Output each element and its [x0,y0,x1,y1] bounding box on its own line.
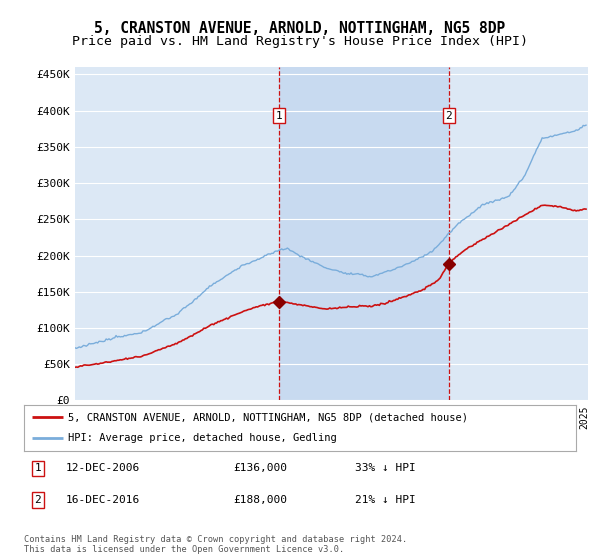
Text: 33% ↓ HPI: 33% ↓ HPI [355,464,416,473]
Text: 21% ↓ HPI: 21% ↓ HPI [355,495,416,505]
Text: £188,000: £188,000 [234,495,288,505]
Text: Price paid vs. HM Land Registry's House Price Index (HPI): Price paid vs. HM Land Registry's House … [72,35,528,48]
Text: Contains HM Land Registry data © Crown copyright and database right 2024.
This d: Contains HM Land Registry data © Crown c… [24,535,407,554]
Text: 1: 1 [34,464,41,473]
Text: 12-DEC-2006: 12-DEC-2006 [65,464,140,473]
Text: HPI: Average price, detached house, Gedling: HPI: Average price, detached house, Gedl… [68,433,337,444]
Text: £136,000: £136,000 [234,464,288,473]
Text: 5, CRANSTON AVENUE, ARNOLD, NOTTINGHAM, NG5 8DP (detached house): 5, CRANSTON AVENUE, ARNOLD, NOTTINGHAM, … [68,412,468,422]
Text: 16-DEC-2016: 16-DEC-2016 [65,495,140,505]
Text: 1: 1 [275,110,282,120]
Text: 5, CRANSTON AVENUE, ARNOLD, NOTTINGHAM, NG5 8DP: 5, CRANSTON AVENUE, ARNOLD, NOTTINGHAM, … [94,21,506,36]
Bar [279,67,449,400]
Text: 2: 2 [445,110,452,120]
Text: 2: 2 [34,495,41,505]
